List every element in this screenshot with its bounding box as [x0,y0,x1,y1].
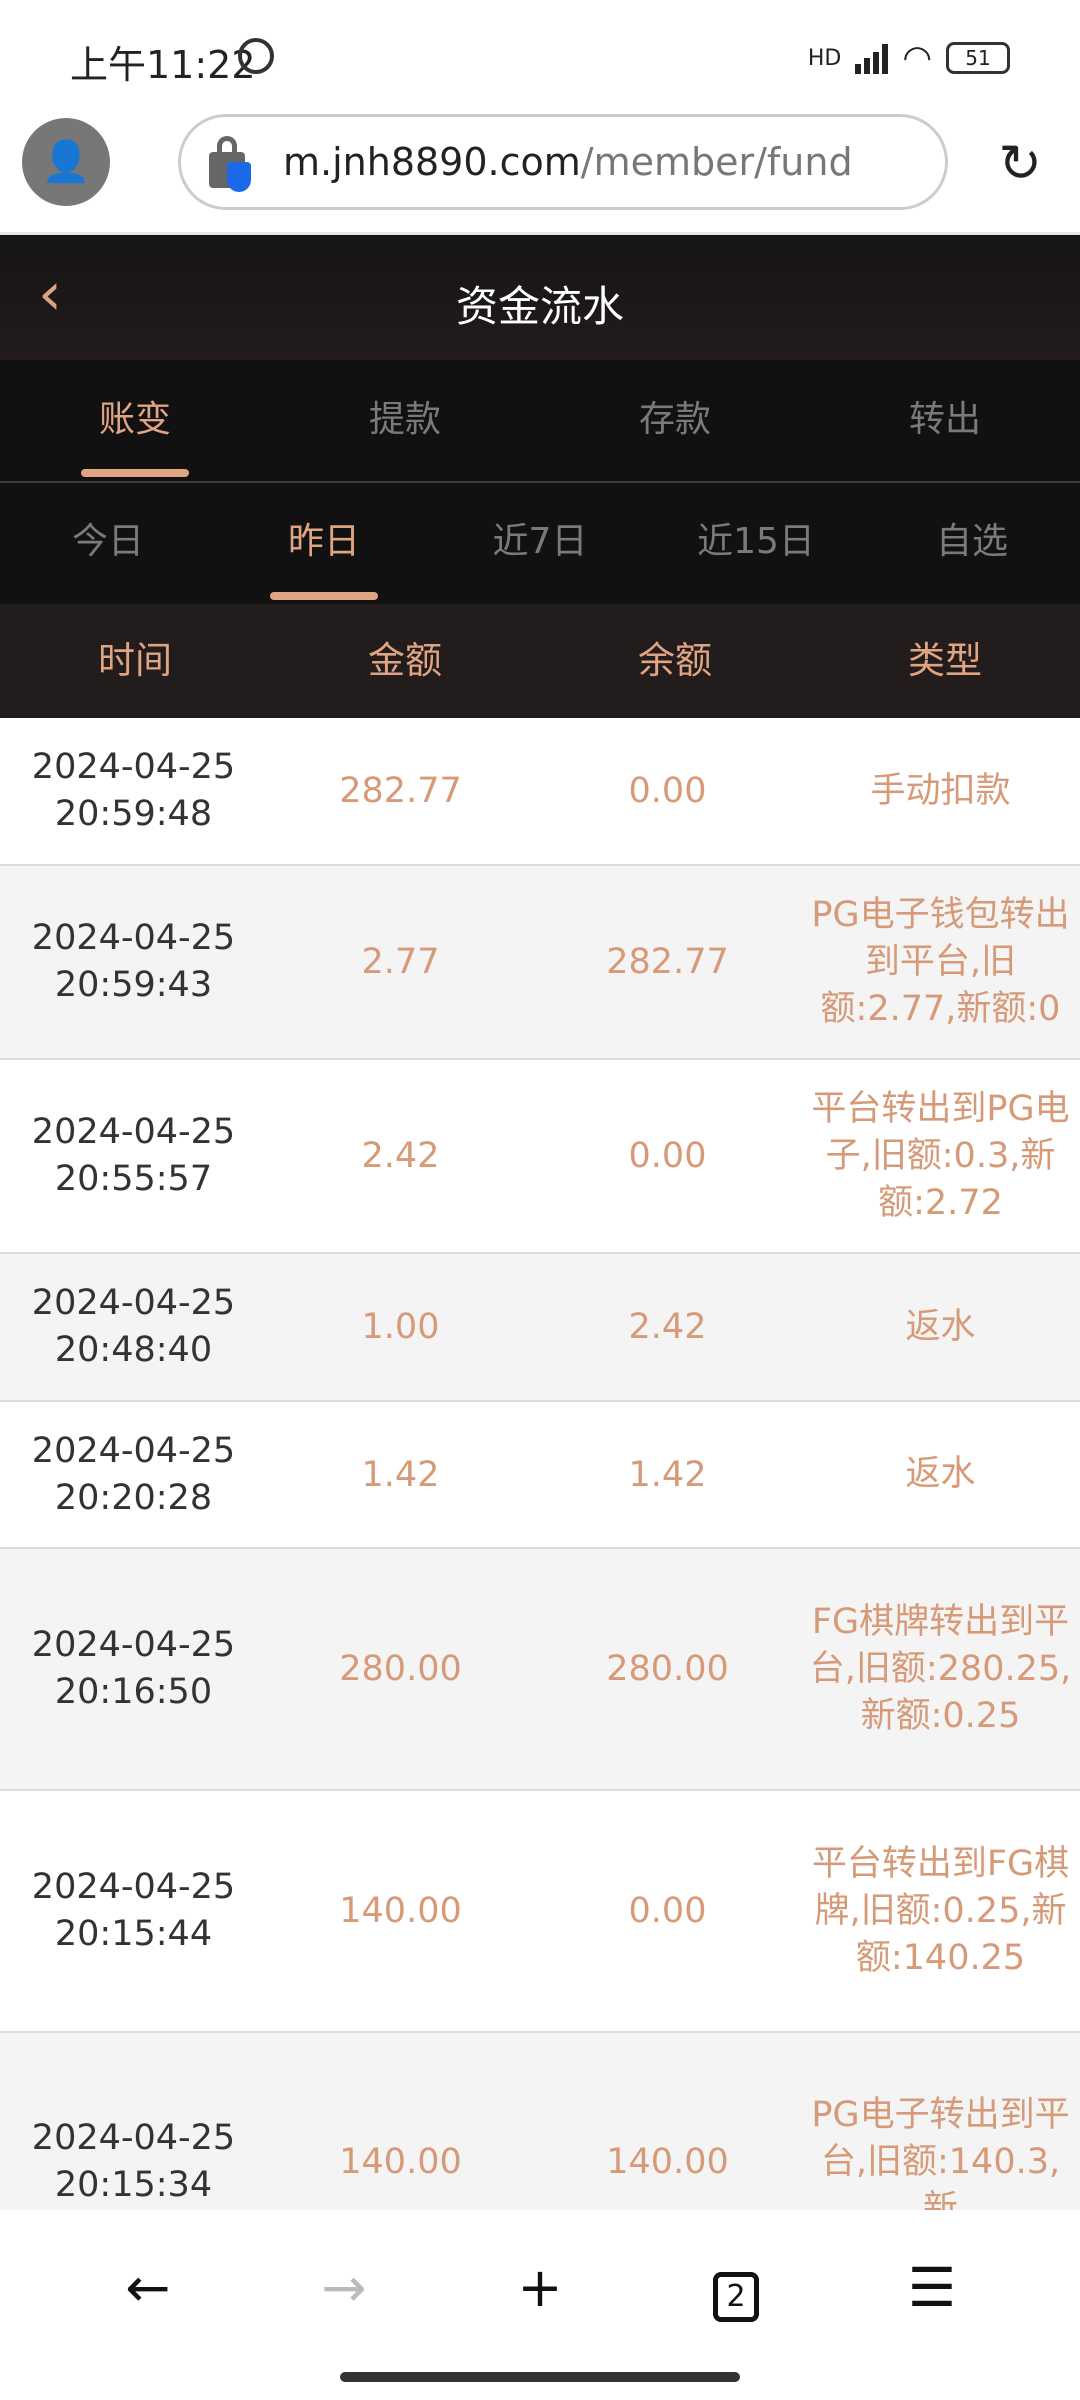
row-type: FG棋牌转出到平台,旧额:280.25,新额:0.25 [809,1601,1072,1736]
row-amount: 282.77 [339,771,462,811]
row-amount: 140.00 [339,1891,462,1931]
row-balance: 2.42 [628,1307,707,1347]
row-amount: 1.00 [361,1307,440,1347]
row-type: 手动扣款 [870,770,1011,811]
tab-custom[interactable]: 自选 [935,521,1008,562]
tab-count: 2 [713,2272,759,2322]
row-amount: 280.00 [339,1649,462,1689]
tab-yesterday[interactable]: 昨日 [216,483,432,604]
header-time: 时间 [98,639,172,682]
lock-shield-icon [209,136,253,192]
main-tabs: 账变 提款 存款 转出 [0,360,1080,483]
signal-icon [855,42,889,74]
table-row: 2024-04-25 20:16:50 280.00 280.00 FG棋牌转出到… [0,1549,1080,1791]
row-type: 平台转出到FG棋牌,旧额:0.25,新额:140.25 [811,1843,1070,1978]
row-balance: 282.77 [606,942,729,982]
transaction-list[interactable]: 2024-04-25 20:59:48 282.77 0.00 手动扣款 2024-… [0,718,1080,2210]
row-amount: 140.00 [339,2142,462,2182]
reload-icon[interactable]: ↻ [998,134,1042,194]
tab-transfer-out[interactable]: 转出 [908,399,981,440]
row-time: 2024-04-25 20:16:50 [31,1625,236,1712]
row-type: 平台转出到PG电子,旧额:0.3,新额:2.72 [811,1088,1070,1223]
row-type: 返水 [905,1306,976,1347]
row-type: PG电子钱包转出到平台,旧额:2.77,新额:0 [811,894,1070,1029]
table-row: 2024-04-25 20:20:28 1.42 1.42 返水 [0,1402,1080,1549]
row-time: 2024-04-25 20:55:57 [31,1112,236,1199]
row-type: 返水 [905,1454,976,1494]
tab-7-days[interactable]: 近7日 [492,521,588,562]
table-row: 2024-04-25 20:59:43 2.77 282.77 PG电子钱包转出到… [0,866,1080,1060]
row-amount: 2.42 [361,1136,440,1176]
table-row: 2024-04-25 20:15:44 140.00 0.00 平台转出到FG棋牌… [0,1791,1080,2033]
row-time: 2024-04-25 20:59:43 [31,918,236,1005]
tab-today[interactable]: 今日 [71,521,144,562]
address-bar[interactable]: m.jnh8890.com/member/fund [178,114,948,210]
alarm-icon [238,38,274,74]
row-balance: 0.00 [628,1891,707,1931]
table-row: 2024-04-25 20:59:48 282.77 0.00 手动扣款 [0,718,1080,866]
row-time: 2024-04-25 20:59:48 [31,747,236,834]
row-time: 2024-04-25 20:48:40 [31,1283,236,1370]
page-header: ‹ 资金流水 [0,235,1080,360]
period-tabs: 今日 昨日 近7日 近15日 自选 [0,483,1080,604]
menu-icon[interactable]: ☰ [907,2256,957,2319]
forward-arrow-icon[interactable]: → [321,2256,367,2319]
table-row: 2024-04-25 20:55:57 2.42 0.00 平台转出到PG电子,旧… [0,1060,1080,1254]
new-tab-plus-icon[interactable]: + [517,2256,563,2319]
wifi-icon: ◠ [902,38,932,78]
row-time: 2024-04-25 20:15:44 [31,1867,236,1954]
page-title: 资金流水 [455,282,624,331]
row-time: 2024-04-25 20:15:34 [31,2118,236,2205]
row-amount: 1.42 [361,1454,440,1495]
tab-deposit[interactable]: 存款 [638,399,711,440]
header-amount: 金额 [368,639,442,682]
row-balance: 0.00 [628,771,707,811]
user-add-icon: 👤 [41,139,91,185]
tab-account-change[interactable]: 账变 [0,360,270,481]
clock: 上午11:22 [70,43,256,87]
row-balance: 140.00 [606,2142,729,2182]
row-amount: 2.77 [361,942,440,982]
row-balance: 1.42 [628,1454,707,1495]
table-header: 时间 金额 余额 类型 [0,604,1080,718]
battery-icon: 51 [946,42,1010,74]
table-row: 2024-04-25 20:48:40 1.00 2.42 返水 [0,1254,1080,1402]
row-balance: 280.00 [606,1649,729,1689]
profile-avatar[interactable]: 👤 [22,118,110,206]
browser-toolbar: 👤 m.jnh8890.com/member/fund ↻ [0,112,1080,235]
table-row: 2024-04-25 20:15:34 140.00 140.00 PG电子转出到… [0,2033,1080,2210]
back-arrow-icon[interactable]: ← [125,2256,171,2319]
tabs-button[interactable]: 2 [691,2256,781,2322]
status-bar: 上午11:22 HD ◠ 51 [0,0,1080,112]
browser-bottom-nav: ← → + 2 ☰ [0,2210,1080,2400]
back-chevron-icon[interactable]: ‹ [38,259,62,329]
header-balance: 余额 [638,639,712,682]
row-type: PG电子转出到平台,旧额:140.3,新 [811,2094,1070,2211]
network-label: HD [807,45,842,71]
tab-15-days[interactable]: 近15日 [697,521,815,562]
tab-withdraw[interactable]: 提款 [368,399,441,440]
row-time: 2024-04-25 20:20:28 [31,1430,236,1518]
row-balance: 0.00 [628,1136,707,1176]
url-text: m.jnh8890.com/member/fund [283,140,853,184]
header-type: 类型 [908,639,982,682]
home-indicator[interactable] [340,2372,740,2382]
